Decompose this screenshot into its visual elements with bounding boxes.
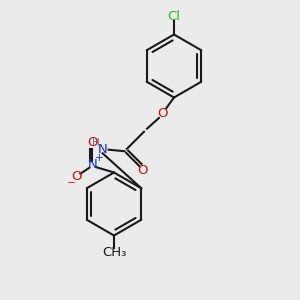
Text: H: H	[92, 138, 100, 148]
Text: +: +	[95, 153, 103, 163]
Text: −: −	[67, 178, 76, 188]
Text: O: O	[72, 170, 82, 183]
Text: CH₃: CH₃	[102, 246, 126, 259]
Text: Cl: Cl	[167, 10, 181, 23]
Text: N: N	[88, 158, 97, 171]
Text: O: O	[157, 106, 168, 120]
Text: O: O	[87, 136, 98, 149]
Text: O: O	[137, 164, 148, 177]
Text: N: N	[98, 143, 107, 156]
